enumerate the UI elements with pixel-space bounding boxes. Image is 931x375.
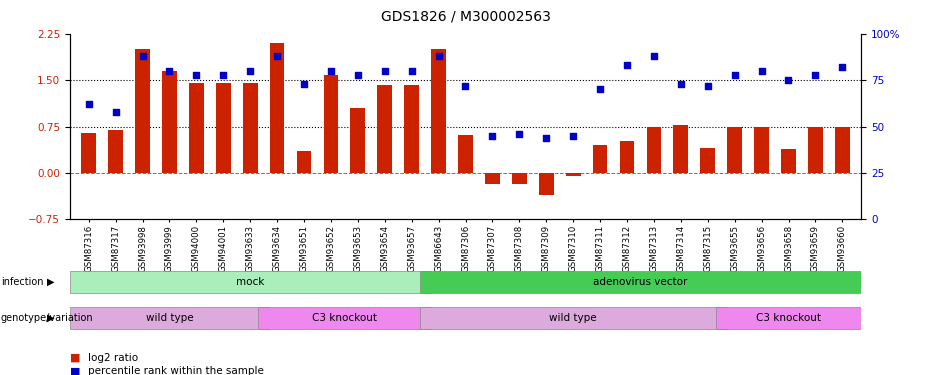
Text: wild type: wild type	[549, 313, 597, 323]
Point	[593, 87, 608, 93]
Point	[323, 68, 338, 74]
Point	[835, 64, 850, 70]
Point	[512, 131, 527, 137]
Bar	[727, 127, 742, 173]
Bar	[716, 307, 861, 329]
Bar	[108, 130, 123, 173]
Text: wild type: wild type	[145, 313, 194, 323]
Bar	[270, 43, 285, 173]
Point	[135, 53, 150, 59]
Bar	[458, 135, 473, 173]
Point	[297, 81, 312, 87]
Bar	[258, 307, 430, 329]
Bar	[539, 173, 554, 195]
Bar	[620, 141, 634, 173]
Point	[646, 53, 661, 59]
Bar	[431, 49, 446, 173]
Text: log2 ratio: log2 ratio	[88, 353, 139, 363]
Bar	[189, 83, 204, 173]
Point	[81, 101, 96, 107]
Point	[431, 53, 446, 59]
Text: ▶: ▶	[47, 313, 55, 323]
Point	[727, 72, 742, 78]
Bar	[420, 307, 726, 329]
Bar	[646, 127, 661, 173]
Text: mock: mock	[236, 277, 264, 287]
Point	[808, 72, 823, 78]
Bar	[781, 150, 796, 173]
Bar	[70, 307, 269, 329]
Bar	[808, 127, 823, 173]
Bar	[754, 127, 769, 173]
Bar	[566, 173, 581, 176]
Text: ■: ■	[70, 366, 80, 375]
Point	[458, 83, 473, 89]
Text: percentile rank within the sample: percentile rank within the sample	[88, 366, 264, 375]
Bar	[135, 49, 150, 173]
Text: C3 knockout: C3 knockout	[756, 313, 821, 323]
Bar	[70, 271, 430, 293]
Bar	[404, 85, 419, 173]
Bar	[377, 85, 392, 173]
Point	[270, 53, 285, 59]
Bar	[835, 127, 850, 173]
Bar	[350, 108, 365, 173]
Point	[108, 109, 123, 115]
Bar	[243, 83, 258, 173]
Point	[754, 68, 769, 74]
Bar	[216, 83, 231, 173]
Point	[485, 133, 500, 139]
Point	[781, 77, 796, 83]
Point	[566, 133, 581, 139]
Bar	[700, 148, 715, 173]
Point	[539, 135, 554, 141]
Text: adenovirus vector: adenovirus vector	[593, 277, 688, 287]
Point	[404, 68, 419, 74]
Point	[162, 68, 177, 74]
Point	[377, 68, 392, 74]
Text: ■: ■	[70, 353, 80, 363]
Bar	[512, 173, 527, 184]
Bar	[673, 125, 688, 173]
Point	[619, 62, 634, 68]
Point	[189, 72, 204, 78]
Text: genotype/variation: genotype/variation	[1, 313, 93, 323]
Text: ▶: ▶	[47, 277, 55, 287]
Bar	[81, 133, 96, 173]
Bar	[297, 151, 311, 173]
Point	[216, 72, 231, 78]
Text: C3 knockout: C3 knockout	[312, 313, 377, 323]
Bar	[485, 173, 500, 184]
Point	[350, 72, 365, 78]
Text: infection: infection	[1, 277, 44, 287]
Text: GDS1826 / M300002563: GDS1826 / M300002563	[381, 9, 550, 23]
Point	[243, 68, 258, 74]
Point	[673, 81, 688, 87]
Point	[700, 83, 715, 89]
Bar	[162, 71, 177, 173]
Bar	[420, 271, 861, 293]
Bar	[593, 145, 608, 173]
Bar	[323, 75, 338, 173]
